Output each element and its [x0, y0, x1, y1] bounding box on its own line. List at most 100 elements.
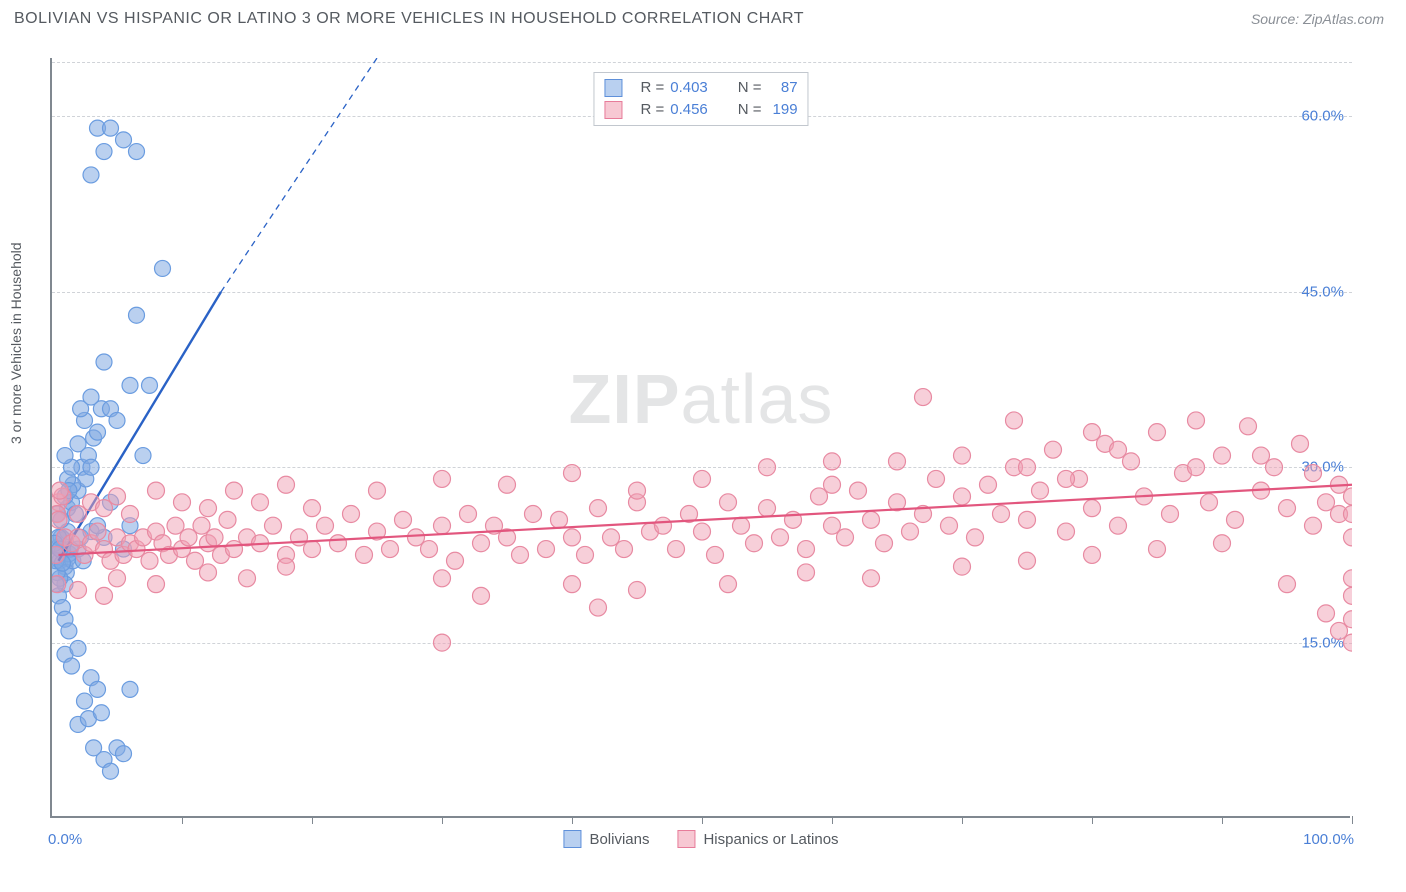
data-point — [90, 424, 106, 440]
data-point — [473, 535, 490, 552]
data-point — [93, 705, 109, 721]
data-point — [226, 482, 243, 499]
data-point — [902, 523, 919, 540]
data-point — [1188, 459, 1205, 476]
chart-title: BOLIVIAN VS HISPANIC OR LATINO 3 OR MORE… — [14, 10, 804, 28]
data-point — [759, 459, 776, 476]
data-point — [1318, 605, 1335, 622]
data-point — [460, 506, 477, 523]
data-point — [1201, 494, 1218, 511]
data-point — [525, 506, 542, 523]
data-point — [109, 488, 126, 505]
data-point — [954, 558, 971, 575]
data-point — [278, 476, 295, 493]
data-point — [103, 763, 119, 779]
data-point — [90, 681, 106, 697]
data-point — [694, 523, 711, 540]
data-point — [772, 529, 789, 546]
data-point — [863, 511, 880, 528]
data-point — [1019, 511, 1036, 528]
legend-item-bolivians: Bolivians — [563, 830, 649, 848]
y-axis-label: 3 or more Vehicles in Household — [8, 242, 24, 444]
data-point — [135, 448, 151, 464]
data-point — [122, 377, 138, 393]
data-point — [499, 476, 516, 493]
data-point — [863, 570, 880, 587]
data-point — [1227, 511, 1244, 528]
data-point — [356, 546, 373, 563]
data-point — [1292, 435, 1309, 452]
data-point — [941, 517, 958, 534]
data-point — [1019, 459, 1036, 476]
data-point — [616, 541, 633, 558]
data-point — [421, 541, 438, 558]
data-point — [824, 476, 841, 493]
data-point — [96, 587, 113, 604]
x-tick-mark — [1352, 816, 1353, 824]
data-point — [889, 453, 906, 470]
data-point — [122, 506, 139, 523]
data-point — [239, 570, 256, 587]
data-point — [434, 634, 451, 651]
data-point — [707, 546, 724, 563]
data-point — [1058, 523, 1075, 540]
data-point — [89, 523, 106, 540]
data-point — [61, 623, 77, 639]
data-point — [96, 354, 112, 370]
data-point — [837, 529, 854, 546]
legend-row-bolivians: R = 0.403 N = 87 — [604, 77, 797, 99]
data-point — [1149, 541, 1166, 558]
data-point — [96, 144, 112, 160]
data-point — [1084, 546, 1101, 563]
swatch-icon — [677, 830, 695, 848]
data-point — [577, 546, 594, 563]
data-point — [369, 482, 386, 499]
data-point — [551, 511, 568, 528]
series-legend: Bolivians Hispanics or Latinos — [563, 830, 838, 848]
data-point — [52, 511, 67, 528]
data-point — [1188, 412, 1205, 429]
data-point — [330, 535, 347, 552]
data-point — [103, 120, 119, 136]
data-point — [928, 470, 945, 487]
header: BOLIVIAN VS HISPANIC OR LATINO 3 OR MORE… — [0, 0, 1406, 34]
data-point — [200, 500, 217, 517]
data-point — [720, 494, 737, 511]
data-point — [993, 506, 1010, 523]
data-point — [564, 576, 581, 593]
data-point — [395, 511, 412, 528]
swatch-icon — [604, 101, 622, 119]
data-point — [1032, 482, 1049, 499]
data-point — [668, 541, 685, 558]
x-axis-max-label: 100.0% — [1303, 831, 1354, 848]
data-point — [590, 599, 607, 616]
data-point — [52, 482, 68, 499]
data-point — [1058, 470, 1075, 487]
data-point — [304, 500, 321, 517]
data-point — [116, 746, 132, 762]
data-point — [52, 576, 66, 593]
data-point — [1162, 506, 1179, 523]
data-point — [1279, 576, 1296, 593]
data-point — [64, 658, 80, 674]
data-point — [1344, 587, 1353, 604]
data-point — [77, 693, 93, 709]
data-point — [1305, 465, 1322, 482]
data-point — [1240, 418, 1257, 435]
data-point — [70, 582, 87, 599]
swatch-icon — [563, 830, 581, 848]
data-point — [915, 389, 932, 406]
stats-legend: R = 0.403 N = 87 R = 0.456 N = 199 — [593, 72, 808, 126]
data-point — [1084, 424, 1101, 441]
data-point — [733, 517, 750, 534]
data-point — [1045, 441, 1062, 458]
plot-area: ZIPatlas R = 0.403 N = 87 R = 0.456 N = … — [50, 58, 1350, 818]
data-point — [473, 587, 490, 604]
data-point — [265, 517, 282, 534]
data-point — [1214, 535, 1231, 552]
data-point — [317, 517, 334, 534]
data-point — [83, 459, 99, 475]
data-point — [590, 500, 607, 517]
data-point — [109, 412, 125, 428]
data-point — [538, 541, 555, 558]
